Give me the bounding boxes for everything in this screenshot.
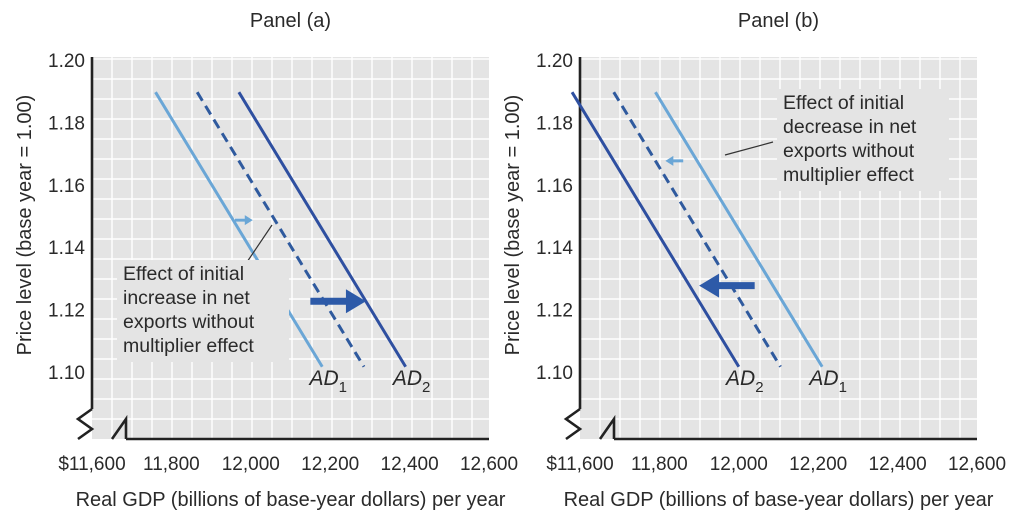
annotation-line: multiplier effect: [783, 164, 914, 186]
x-tick-label: 12,200: [301, 454, 359, 475]
y-tick-label: 1.18: [48, 113, 85, 134]
y-tick-label: 1.10: [48, 363, 85, 384]
label-ad2: AD2: [724, 367, 764, 396]
y-tick-label: 1.16: [536, 176, 573, 197]
panel-a-axes: [75, 57, 489, 441]
annotation-bg: [117, 260, 289, 362]
panel-b-axis-break: [563, 407, 583, 441]
y-tick-label: 1.20: [536, 51, 573, 72]
y-tick-label: 1.10: [536, 363, 573, 384]
x-tick-label: 12,200: [789, 454, 847, 475]
y-tick-label: 1.18: [536, 113, 573, 134]
x-tick-label: 12,000: [710, 454, 768, 475]
small-arrow-head: [244, 215, 253, 226]
y-tick-label: 1.14: [48, 238, 85, 259]
ad-curve-ad1: [154, 91, 324, 368]
panel-b-x-axis-title: Real GDP (billions of base-year dollars)…: [564, 489, 994, 511]
ad-curve-ad2: [237, 91, 407, 368]
y-tick-label: 1.12: [48, 301, 85, 322]
panel-a-axis-break: [75, 407, 95, 441]
annotation-line: exports without: [783, 140, 915, 162]
annotation-bg: [777, 89, 949, 191]
panel-a-title: Panel (a): [250, 10, 331, 32]
panel-b-title: Panel (b): [738, 10, 819, 32]
annotation-line: Effect of initial: [783, 92, 904, 114]
ad-curve-ad1: [654, 91, 824, 368]
y-tick-label: 1.16: [48, 176, 85, 197]
label-ad1: AD1: [307, 367, 347, 396]
annotation-line: exports without: [123, 311, 255, 333]
x-tick-label: 12,600: [460, 454, 518, 475]
label-ad1: AD1: [807, 367, 847, 396]
annotation-leader: [724, 141, 774, 156]
small-arrow-head: [665, 155, 674, 166]
x-tick-label: 12,000: [222, 454, 280, 475]
y-tick-label: 1.12: [536, 301, 573, 322]
panel-a-axis-break-2: [110, 414, 128, 440]
y-tick-label: 1.20: [48, 51, 85, 72]
panel-b-axes: [563, 57, 977, 441]
x-tick-label: 12,400: [869, 454, 927, 475]
panel-a-x-axis-title: Real GDP (billions of base-year dollars)…: [76, 489, 506, 511]
panel-a: Panel (a) 1.10 1.12 1.14 1.16 1.18 1.20 $11,600…: [14, 10, 518, 511]
x-tick-label: 11,800: [631, 454, 688, 475]
annotation-line: decrease in net: [783, 116, 917, 138]
shift-arrow-head: [345, 289, 366, 314]
annotation-line: multiplier effect: [123, 335, 254, 357]
annotation-leader: [246, 224, 273, 263]
x-tick-label: 11,800: [143, 454, 200, 475]
label-ad2: AD2: [391, 367, 431, 396]
panel-b-y-axis-title: Price level (base year = 1.00): [502, 95, 524, 356]
x-tick-label: 12,600: [948, 454, 1006, 475]
shift-arrow-head: [699, 273, 720, 298]
y-tick-label: 1.14: [536, 238, 573, 259]
ad-dashed-line: [195, 91, 366, 368]
panel-b-axis-break-2: [598, 414, 616, 440]
annotation-line: Effect of initial: [123, 263, 244, 285]
panel-a-y-axis-title: Price level (base year = 1.00): [14, 95, 36, 356]
x-tick-label: 12,400: [381, 454, 439, 475]
x-tick-label: $11,600: [58, 454, 125, 475]
ad-dashed-line: [612, 91, 782, 368]
ad-curve-ad2: [570, 91, 741, 368]
annotation-line: increase in net: [123, 287, 250, 309]
x-tick-label: $11,600: [546, 454, 613, 475]
panel-b: Panel (b) 1.10 1.12 1.14 1.16 1.18 1.20 $11,600…: [502, 10, 1006, 511]
